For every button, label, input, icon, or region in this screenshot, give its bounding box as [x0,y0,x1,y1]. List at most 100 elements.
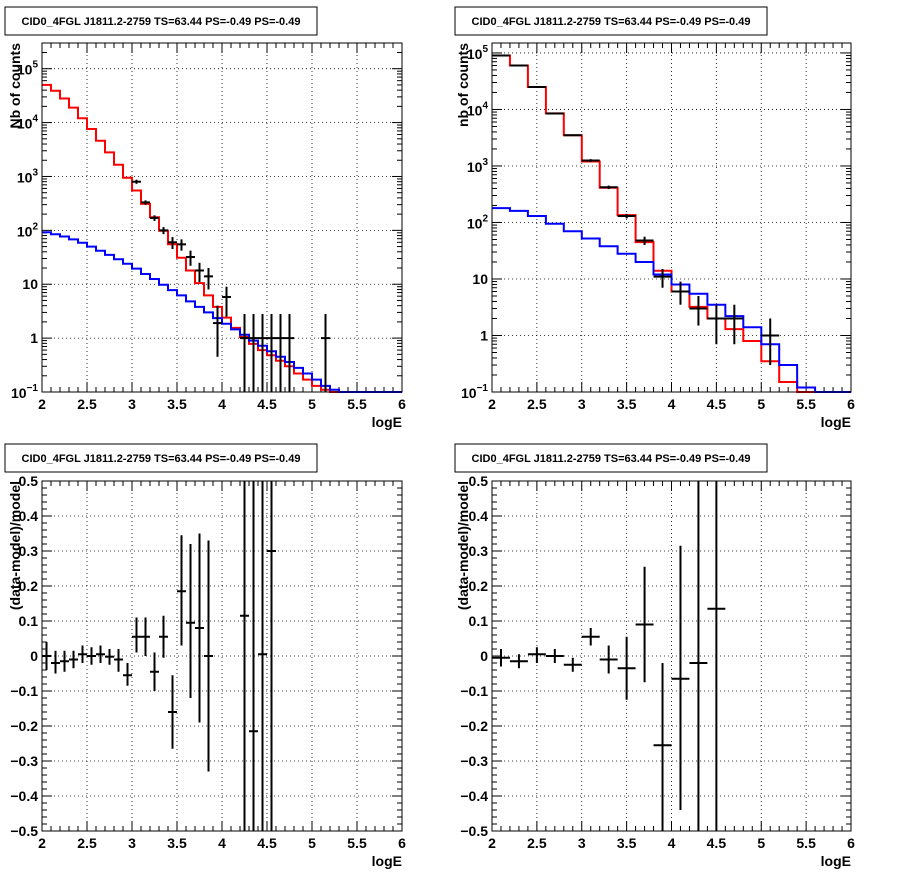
data-point [617,213,636,219]
axis-ticks [491,480,852,832]
axis-ticks [41,42,403,393]
series-2 [492,207,851,393]
y-tick-label-base: 10 [467,46,483,62]
grid-lines [42,481,402,831]
y-tick-label: 102 [467,213,489,231]
data-point [141,617,150,656]
data-point [581,628,600,646]
y-tick-label-exponent: −1 [477,383,489,394]
series-1 [42,481,276,831]
y-tick-label: 0.4 [469,508,489,524]
plot-frame [41,42,403,393]
data-point [492,54,510,57]
data-point [563,134,582,137]
data-point [69,650,78,669]
y-tick-label-exponent: 5 [32,60,38,71]
series-1 [42,83,402,393]
y-tick-label-base: 10 [467,102,483,118]
y-axis-title: nb of counts [455,43,471,127]
y-tick-label-exponent: 4 [32,114,38,125]
data-point [123,663,132,686]
x-tick-label: 6 [398,396,406,412]
x-tick-label: 3 [128,835,136,851]
y-tick-label: −0.4 [460,788,488,804]
data-point [725,304,744,345]
data-point [321,314,330,392]
chart-panel-2: CID0_4FGL J1811.2-2759 TS=63.44 PS=-0.49… [454,6,855,430]
data-point [492,649,510,667]
y-tick-label: 0 [30,648,38,664]
x-tick-label: 3.5 [167,396,187,412]
data-point [150,652,159,691]
x-tick-label: 4 [218,396,226,412]
data-point [114,649,123,672]
data-point [249,314,258,392]
x-tick-label: 5 [757,835,765,851]
y-tick-label: −0.3 [460,753,488,769]
data-point [204,540,213,772]
series-3 [492,54,780,366]
x-tick-label: 5.5 [347,396,367,412]
data-point [177,239,186,251]
data-point [87,647,96,665]
data-point [761,318,780,366]
data-point [150,215,159,221]
data-point [240,314,249,392]
y-tick-label-base: 10 [11,385,27,401]
chart-title-box [4,443,318,473]
y-tick-label: 0.3 [469,543,489,559]
y-tick-label-exponent: 3 [482,157,488,168]
x-tick-label: 5 [308,835,316,851]
x-tick-label: 2 [488,396,496,412]
x-axis-title: logE [372,414,402,430]
y-tick-label: 0.2 [19,578,39,594]
y-tick-label: −0.5 [10,823,38,839]
y-tick-label: 0.4 [19,508,39,524]
data-point [105,649,114,665]
series-3 [132,179,330,392]
x-tick-label: 4.5 [707,396,727,412]
x-tick-label: 5 [308,396,316,412]
x-tick-label: 4 [668,396,676,412]
data-point [186,544,195,698]
data-point [267,314,276,392]
data-point [653,663,672,831]
series-2 [42,231,402,393]
x-tick-label: 6 [398,835,406,851]
histogram-line [492,207,851,393]
x-tick-label: 3 [578,835,586,851]
data-point [599,645,618,674]
x-tick-label: 2.5 [527,835,547,851]
data-point [635,236,654,245]
x-axis-title: logE [372,853,402,869]
data-point [671,281,690,305]
data-point [141,200,150,205]
y-tick-label-exponent: 2 [32,221,38,232]
chart-panel-3: CID0_4FGL J1811.2-2759 TS=63.44 PS=-0.49… [4,443,406,869]
x-tick-label: 2 [488,835,496,851]
data-point [195,533,204,723]
data-point [527,85,546,88]
y-tick-label: 10 [22,276,38,292]
x-tick-label: 2.5 [77,396,97,412]
chart-title: CID0_4FGL J1811.2-2759 TS=63.44 PS=-0.49… [472,16,751,28]
data-point [240,481,249,831]
y-tick-label: 104 [17,114,39,132]
chart-title-box [454,6,768,36]
y-tick-label: −0.4 [10,788,38,804]
x-tick-label: 2 [38,396,46,412]
y-tick-label: 1 [480,327,488,343]
y-tick-label-base: 10 [467,215,483,231]
x-tick-label: 4.5 [257,396,277,412]
y-tick-label-base: 10 [461,385,477,401]
x-tick-label: 4.5 [257,835,277,851]
y-tick-label: 103 [17,167,39,185]
data-point [707,304,726,345]
data-point [213,305,222,357]
data-point [267,481,276,831]
data-point [258,314,267,392]
y-tick-label: −0.2 [460,718,488,734]
data-point [78,645,87,663]
chart-title: CID0_4FGL J1811.2-2759 TS=63.44 PS=-0.49… [472,453,751,465]
data-point [132,179,141,184]
